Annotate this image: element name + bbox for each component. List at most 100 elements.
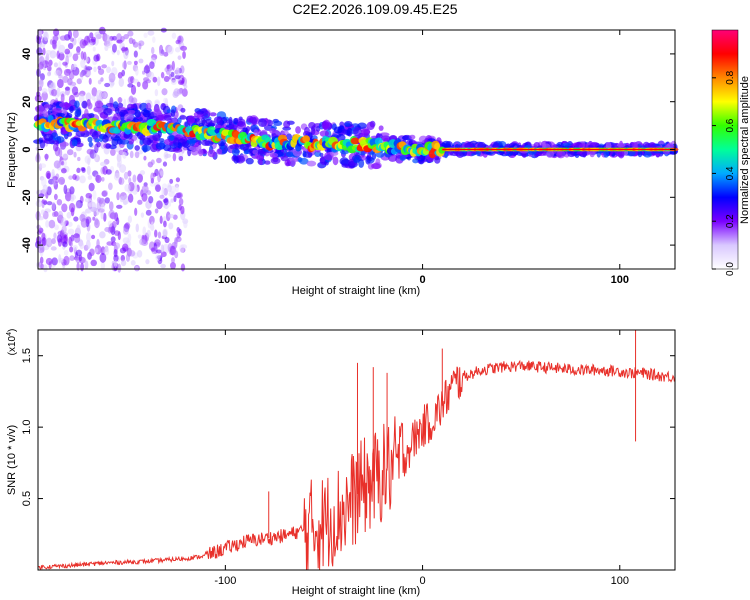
spectrogram-cell [154,208,159,214]
spectrogram-cell [167,45,174,55]
spectrogram-cell [113,112,121,122]
spectrogram-cell [153,107,161,113]
spectrogram-cell [79,213,86,222]
spectrogram-cell [283,120,291,129]
spectrogram-cell [160,263,166,269]
spectrogram-cell [168,213,175,219]
snr-series [37,330,675,571]
spectrogram-cell [35,105,45,113]
spectrogram-cell [162,161,168,167]
spectrogram-cell [344,122,351,127]
spectrogram-cell [52,178,57,186]
spectrogram-cell [86,71,92,77]
spectrogram-cell [139,170,146,176]
spectrogram-cell [145,209,152,216]
spectrogram-cell [173,195,177,203]
colorbar-tick-label: 0.8 [725,70,736,84]
spectrogram-cell [46,201,53,206]
spectrogram-cell [366,121,375,131]
spectrogram-cell [100,261,106,270]
spectrogram-cell [173,137,180,146]
spectrogram-cells [33,26,679,273]
spectrogram-cell [56,87,61,97]
spectrogram-cell [94,31,102,38]
spectrogram-cell [62,75,69,84]
spectrogram-cell [113,260,118,268]
spectrogram-cell [134,207,138,217]
spectrogram-cell [76,167,81,174]
spectrogram-cell [187,115,196,125]
spectrogram-cell [117,97,123,103]
spectrogram-cell [129,150,134,159]
spectrogram-cell [231,147,240,156]
spectrogram-cell [269,127,277,134]
spectrogram-cell [94,100,104,109]
spectrogram-cell [104,44,109,51]
spectrogram-cell [116,192,120,201]
spectrogram-cell [253,129,259,137]
spectrogram-cell [87,136,93,143]
colorbar-label: Normalized spectral amplitude [739,76,750,224]
spectrogram-cell [234,144,239,150]
spectrogram-cell [97,68,105,75]
snr-plot-area [38,330,675,570]
spectrogram-cell [160,244,165,253]
snr-x-tick-label: 100 [611,575,629,587]
spectrogram-cell [80,262,84,272]
spectrogram-cell [84,260,89,270]
spectrogram-cell [53,160,61,169]
spectrogram-cell [114,106,120,114]
spectrogram-cell [143,155,147,161]
spectrogram-cell [73,216,79,222]
spectrogram-cell [41,177,47,187]
spectrogram-cell [128,138,135,145]
spectrogram-cell [48,84,52,94]
spectrogram-cell [264,160,271,165]
spectrogram-cell [121,243,129,252]
spectrogram-cell [69,186,75,195]
spectrogram-cell [178,155,184,162]
spectrogram-cell [38,215,44,221]
spectrogram-cell [117,263,122,273]
spectrogram-cell [148,196,154,204]
spectrogram-cell [582,149,587,158]
spectrogram-cell [87,42,93,47]
spectrogram-cell [145,259,150,265]
spectrogram-cell [163,197,169,206]
spectrogram-cell [147,30,155,36]
spectrogram-cell [178,204,182,211]
spectrogram-cell [169,261,176,270]
spectrogram-cell [87,175,93,180]
spectrogram-cell [154,89,159,97]
spectrogram-cell [122,200,127,206]
spectrogram-cell [158,138,165,143]
spectrogram-cell [135,223,139,233]
spectrogram-cell [85,216,92,224]
colorbar-gradient [711,29,739,270]
spectrogram-cell [145,64,150,71]
spectrogram-axes: -100 0 100 -40 -20 0 20 40 [21,30,675,286]
spectrogram-cell [163,220,167,228]
spectrogram-cell [90,259,97,267]
spectrogram-cell [152,76,158,83]
spectrogram-cell [114,242,121,250]
spectrogram-cell [110,148,116,156]
spectrogram-cell [88,141,93,148]
spectrogram-cell [92,46,96,52]
spectrogram-cell [91,131,99,140]
spectrogram-y-tick-label: 20 [21,96,33,108]
spectrogram-cell [138,58,144,64]
spectrogram-cell [84,155,91,164]
spectrogram-cell [60,161,65,166]
spectrogram-cell [93,54,100,62]
spectrogram-cell [177,117,182,124]
spectrogram-cell [258,118,268,128]
spectrogram-cell [72,245,78,250]
spectrogram-cell [197,148,204,157]
spectrogram-cell [170,79,177,85]
spectrogram-cell [137,173,143,183]
spectrogram-cell [159,170,164,177]
spectrogram-frame [37,29,676,270]
spectrogram-cell [155,114,165,121]
